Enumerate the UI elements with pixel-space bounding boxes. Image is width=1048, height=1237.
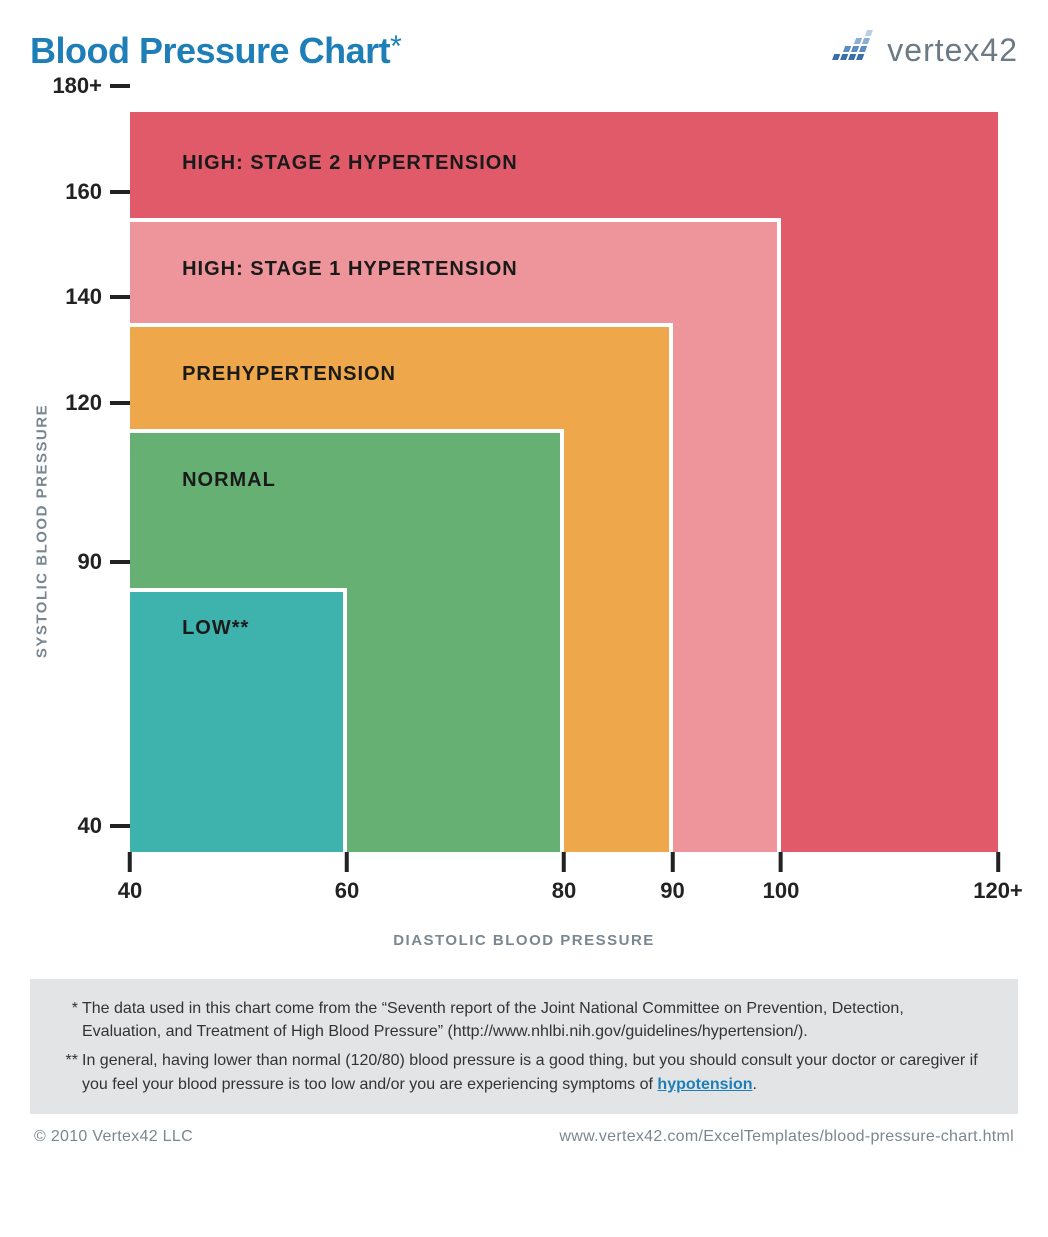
x-tick: 80 — [552, 852, 576, 904]
x-tick-label: 80 — [552, 872, 576, 904]
zone-label-normal: NORMAL — [182, 469, 276, 492]
brand-logo: vertex42 — [829, 30, 1018, 70]
x-tick-mark — [670, 852, 674, 872]
x-tick-label: 120+ — [973, 872, 1023, 904]
x-tick: 100 — [763, 852, 800, 904]
y-tick-label: 90 — [78, 549, 110, 575]
y-tick: 90 — [78, 549, 130, 575]
zone-label-prehyp: PREHYPERTENSION — [182, 363, 396, 386]
footnote: *The data used in this chart come from t… — [54, 997, 994, 1043]
y-tick-mark — [110, 295, 130, 299]
y-tick-label: 160 — [65, 179, 110, 205]
footnote-text: The data used in this chart come from th… — [82, 997, 986, 1043]
footnote-link[interactable]: hypotension — [657, 1076, 752, 1093]
y-tick-label: 120 — [65, 390, 110, 416]
y-tick-mark — [110, 84, 130, 88]
y-axis-ticks: 4090120140160180+ — [50, 112, 130, 852]
page: Blood Pressure Chart* vertex42 — [0, 0, 1048, 1164]
source-url: www.vertex42.com/ExcelTemplates/blood-pr… — [559, 1128, 1014, 1146]
x-tick-mark — [996, 852, 1000, 872]
brand-logo-icon — [829, 30, 879, 70]
y-tick-label: 40 — [78, 813, 110, 839]
bottom-bar: © 2010 Vertex42 LLC www.vertex42.com/Exc… — [30, 1114, 1018, 1154]
plot-area: HIGH: STAGE 2 HYPERTENSION HIGH: STAGE 1 … — [130, 112, 998, 852]
y-axis-label: SYSTOLIC BLOOD PRESSURE — [34, 403, 51, 657]
y-tick: 140 — [65, 284, 130, 310]
brand-logo-text: vertex42 — [887, 32, 1018, 69]
x-tick-mark — [128, 852, 132, 872]
y-tick-mark — [110, 560, 130, 564]
x-tick-mark — [562, 852, 566, 872]
x-tick-label: 100 — [763, 872, 800, 904]
x-tick-label: 60 — [335, 872, 359, 904]
y-tick: 180+ — [52, 73, 130, 99]
zone-label-stage1: HIGH: STAGE 1 HYPERTENSION — [182, 258, 518, 281]
chart: SYSTOLIC BLOOD PRESSURE 4090120140160180… — [50, 112, 998, 949]
plot-row: 4090120140160180+ HIGH: STAGE 2 HYPERTEN… — [50, 112, 998, 852]
x-tick-mark — [345, 852, 349, 872]
x-tick: 120+ — [973, 852, 1023, 904]
x-tick-label: 90 — [660, 872, 684, 904]
title-text: Blood Pressure Chart — [30, 30, 390, 71]
x-axis-label: DIASTOLIC BLOOD PRESSURE — [50, 932, 998, 949]
y-tick-label: 180+ — [52, 73, 110, 99]
y-tick: 120 — [65, 390, 130, 416]
footnote-marker: * — [54, 997, 82, 1020]
y-tick-mark — [110, 401, 130, 405]
header: Blood Pressure Chart* vertex42 — [30, 30, 1018, 72]
x-tick: 60 — [335, 852, 359, 904]
footnotes: *The data used in this chart come from t… — [30, 979, 1018, 1114]
x-tick: 40 — [118, 852, 142, 904]
footnote-text: In general, having lower than normal (12… — [82, 1049, 986, 1095]
x-tick-mark — [779, 852, 783, 872]
footnote: **In general, having lower than normal (… — [54, 1049, 994, 1095]
zone-label-low: LOW** — [182, 617, 249, 640]
zone-label-stage2: HIGH: STAGE 2 HYPERTENSION — [182, 152, 518, 175]
page-title: Blood Pressure Chart* — [30, 30, 401, 72]
copyright-text: © 2010 Vertex42 LLC — [34, 1128, 193, 1146]
y-tick-mark — [110, 824, 130, 828]
x-axis-ticks: 40608090100120+ — [130, 852, 998, 902]
title-asterisk: * — [390, 30, 401, 63]
y-tick-label: 140 — [65, 284, 110, 310]
y-tick-mark — [110, 190, 130, 194]
x-tick-label: 40 — [118, 872, 142, 904]
x-tick: 90 — [660, 852, 684, 904]
y-tick: 40 — [78, 813, 130, 839]
footnote-marker: ** — [54, 1049, 82, 1072]
y-tick: 160 — [65, 179, 130, 205]
